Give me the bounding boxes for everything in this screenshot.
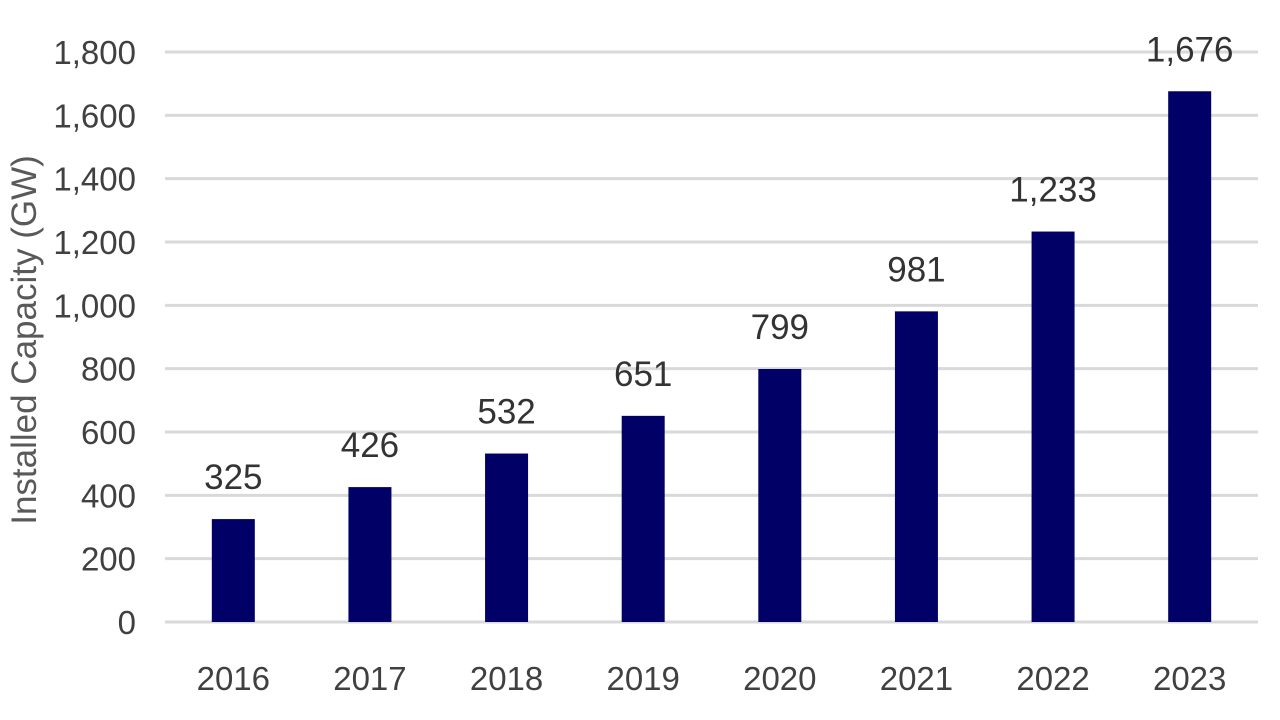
y-tick-label: 600	[81, 414, 136, 451]
y-tick-label: 1,800	[53, 34, 136, 71]
y-tick-label: 400	[81, 477, 136, 514]
x-tick-label-2023: 2023	[1153, 660, 1226, 697]
y-tick-label: 1,600	[53, 97, 136, 134]
bar-2020	[758, 368, 802, 622]
x-axis-ticks: 2016 2017 2018 2019 2020 2021 2022 2023	[197, 660, 1227, 697]
bar-2021	[894, 311, 938, 622]
data-label-2020: 799	[751, 308, 809, 347]
gridlines	[165, 50, 1258, 624]
x-tick-label-2019: 2019	[606, 660, 679, 697]
y-tick-label: 1,000	[53, 287, 136, 324]
x-tick-label-2017: 2017	[333, 660, 406, 697]
data-label-2022: 1,233	[1009, 171, 1097, 210]
x-tick-label-2022: 2022	[1016, 660, 1089, 697]
x-tick-label-2020: 2020	[743, 660, 816, 697]
bars	[211, 91, 1212, 623]
x-tick-label-2021: 2021	[880, 660, 953, 697]
y-axis-ticks: 0 200 400 600 800 1,000 1,200 1,400 1,600 1,800	[53, 34, 136, 641]
bar-2023	[1168, 91, 1212, 623]
x-tick-label-2016: 2016	[197, 660, 270, 697]
y-tick-label: 200	[81, 541, 136, 578]
bar-2018	[485, 453, 529, 622]
data-labels: 325 426 532 651 799 981 1,233 1,676	[204, 30, 1233, 497]
y-tick-label: 1,400	[53, 161, 136, 198]
bar-2019	[621, 415, 665, 622]
data-label-2017: 426	[341, 426, 399, 465]
y-tick-label: 1,200	[53, 224, 136, 261]
data-label-2016: 325	[204, 458, 262, 497]
bar-2017	[348, 487, 392, 622]
data-label-2021: 981	[887, 250, 945, 289]
x-tick-label-2018: 2018	[470, 660, 543, 697]
y-tick-label: 0	[118, 604, 136, 641]
bar-2016	[211, 519, 255, 622]
data-label-2023: 1,676	[1146, 30, 1234, 69]
y-axis-title: Installed Capacity (GW)	[5, 155, 44, 525]
bar-2022	[1031, 231, 1075, 623]
data-label-2018: 532	[477, 393, 535, 432]
data-label-2019: 651	[614, 355, 672, 394]
y-tick-label: 800	[81, 351, 136, 388]
